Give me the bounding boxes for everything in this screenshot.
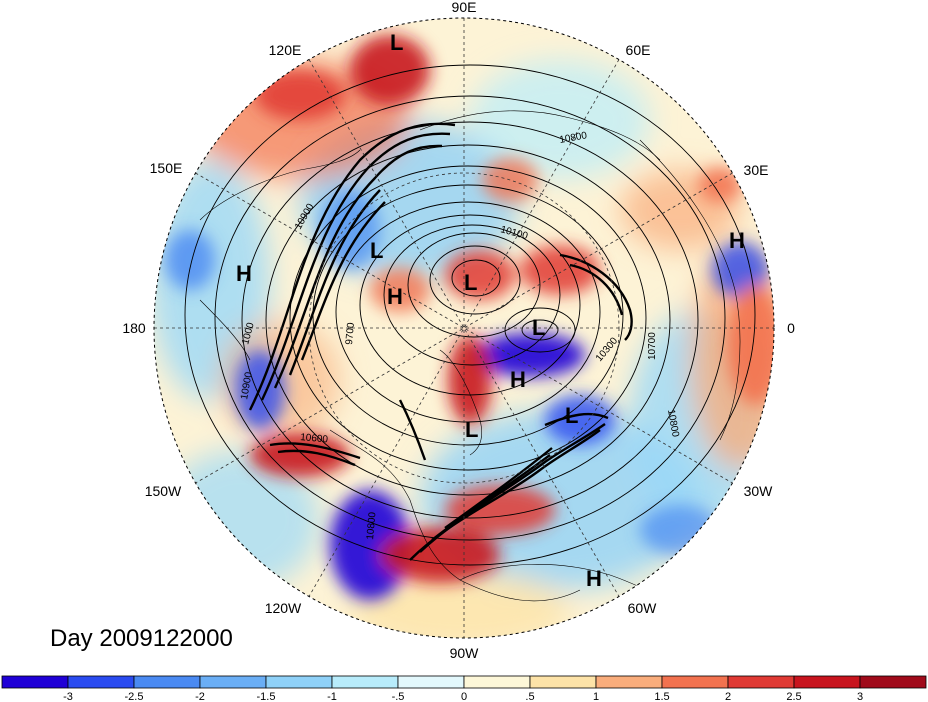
colorbar-tick-label: 0 [461,691,467,702]
graticule [154,18,774,638]
longitude-label: 90E [452,0,477,15]
colorbar-swatch [529,675,597,689]
high-pressure-marker: H [387,284,403,309]
colorbar-swatch [727,675,795,689]
longitude-labels: 90E 60E 30E 0 30W 60W 90W 120W 150W 180 … [122,0,795,661]
high-pressure-marker: H [586,566,602,591]
colorbar-swatch [199,675,267,689]
longitude-label: 120W [265,600,302,616]
low-pressure-marker: L [532,315,545,340]
longitude-label: 60W [628,600,658,616]
contour-label: 10700 [647,332,658,360]
longitude-label: 60E [626,42,651,58]
coastlines [199,110,741,602]
colorbar-swatch [793,675,861,689]
high-pressure-marker: H [510,367,526,392]
contour-label: 9700 [344,322,357,346]
colorbar-swatch [331,675,399,689]
colorbar-swatch [1,675,69,689]
contour-label: 10600 [300,432,329,445]
contour-label: 10800 [365,511,378,540]
colorbar-tick-label: 1 [593,691,599,702]
low-pressure-marker: L [465,417,478,442]
colorbar-tick-label: -.5 [392,691,405,702]
longitude-label: 120E [269,42,302,58]
colorbar-tick-label: -1 [327,691,337,702]
colorbar-swatch [859,675,927,689]
colorbar-tick-label: 2 [725,691,731,702]
contour-label: 10900 [239,371,255,401]
low-pressure-marker: L [464,270,477,295]
colorbar: -3 -2.5 -2 -1.5 -1 -.5 0 .5 1 1.5 2 2.5 3 [1,675,927,702]
longitude-label: 30W [744,483,774,499]
low-pressure-marker: L [370,238,383,263]
low-pressure-marker: L [565,403,578,428]
jet-contours [248,122,633,561]
colorbar-tick-label: 2.5 [786,691,801,702]
longitude-label: 150E [150,160,183,176]
colorbar-tick-label: -2 [195,691,205,702]
contour-label: 10800 [665,409,681,439]
longitude-label: 30E [744,162,769,178]
contour-labels: 10800 10100 10700 10300 10800 10900 1090… [239,130,681,540]
colorbar-tick-label: -1.5 [257,691,276,702]
low-pressure-marker: L [390,30,403,55]
figure-title: Day 2009122000 [50,625,233,652]
longitude-label: 180 [122,320,146,336]
colorbar-swatch [133,675,201,689]
pressure-centers: L L L L L L H H H H H [236,30,745,591]
longitude-label: 90W [450,645,480,661]
colorbar-swatch [661,675,729,689]
colorbar-swatch [463,675,531,689]
colorbar-swatch [397,675,465,689]
contour-label: 10800 [559,130,589,146]
colorbar-swatch [595,675,663,689]
colorbar-tick-label: .5 [525,691,534,702]
colorbar-swatch [67,675,135,689]
colorbar-tick-label: 1.5 [654,691,669,702]
colorbar-tick-label: -3 [63,691,73,702]
colorbar-tick-label: 3 [857,691,863,702]
high-pressure-marker: H [236,261,252,286]
longitude-label: 150W [145,483,182,499]
height-contours [184,64,756,566]
colorbar-swatch [265,675,333,689]
map-boundary [153,17,775,639]
colorbar-tick-label: -2.5 [125,691,144,702]
high-pressure-marker: H [729,228,745,253]
longitude-label: 0 [787,320,795,336]
